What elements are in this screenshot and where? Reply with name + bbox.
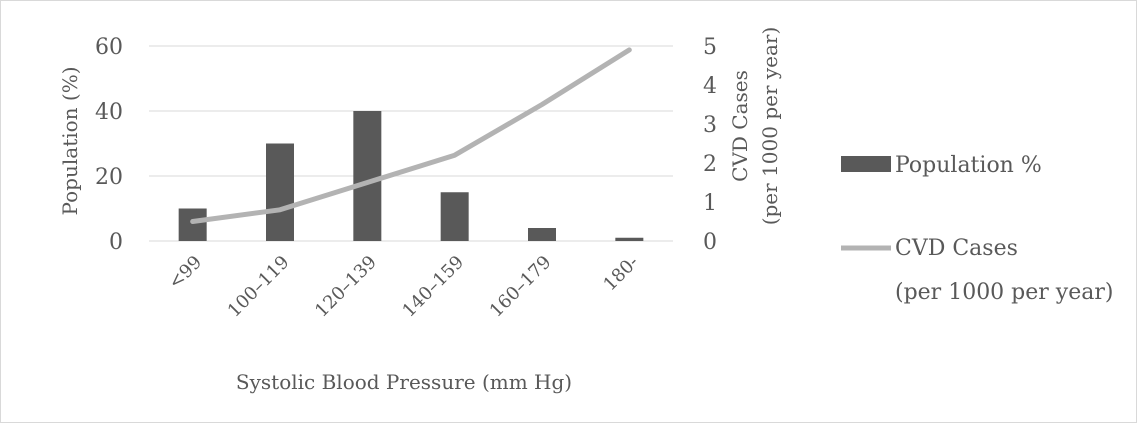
left-axis-tick-label: 40	[95, 100, 123, 125]
right-axis-tick-label: 2	[703, 152, 717, 177]
left-axis-ticks: 0 20 40 60	[95, 35, 123, 255]
y2-axis-title-line1: CVD Cases	[728, 70, 752, 182]
legend-label-population: Population %	[895, 153, 1042, 178]
category-label: 120–139	[311, 252, 381, 322]
right-axis-tick-label: 0	[703, 230, 717, 255]
right-axis-ticks: 0 1 2 3 4 5	[703, 35, 717, 255]
bar	[615, 237, 644, 241]
left-axis-tick-label: 20	[95, 165, 123, 190]
bar	[353, 111, 382, 241]
x-axis-title: Systolic Blood Pressure (mm Hg)	[236, 370, 572, 394]
category-label: 160–179	[486, 252, 556, 322]
left-axis-tick-label: 60	[95, 35, 123, 60]
right-axis-tick-label: 5	[703, 35, 717, 60]
category-label: 100–119	[224, 252, 294, 322]
y2-axis-title-line2: (per 1000 per year)	[758, 27, 782, 226]
bar	[440, 192, 469, 241]
category-label: <99	[164, 252, 206, 294]
right-axis-tick-label: 4	[703, 74, 717, 99]
right-axis-tick-label: 1	[703, 191, 717, 216]
gridlines	[149, 45, 673, 242]
y-axis-title: Population (%)	[58, 66, 82, 215]
category-labels: <99 100–119 120–139 140–159 160–179 180-	[164, 252, 642, 322]
legend-swatch-population	[841, 156, 891, 172]
bar	[528, 228, 556, 241]
legend-label-cvd-line1: CVD Cases	[895, 236, 1018, 261]
legend-label-cvd-line2: (per 1000 per year)	[895, 280, 1113, 305]
left-axis-tick-label: 0	[109, 230, 123, 255]
legend: Population % CVD Cases (per 1000 per yea…	[841, 153, 1113, 305]
line-series	[190, 47, 632, 224]
right-axis-tick-label: 3	[703, 113, 717, 138]
category-label: 140–159	[398, 252, 468, 322]
category-label: 180-	[599, 252, 642, 295]
bar-series	[178, 111, 644, 241]
cvd-line	[190, 47, 632, 224]
bar	[178, 208, 207, 241]
bar	[266, 143, 294, 241]
